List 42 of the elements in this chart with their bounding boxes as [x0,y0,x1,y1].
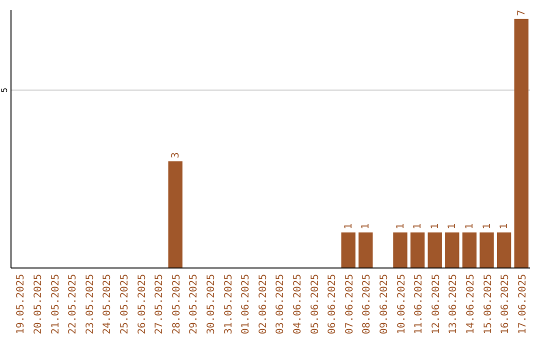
x-tick-label: 17.06.2025 [517,274,528,334]
x-tick-label: 30.05.2025 [206,274,217,334]
x-tick-label: 01.06.2025 [240,274,252,334]
x-tick-label: 27.05.2025 [154,274,166,334]
data-label: 1 [464,223,476,230]
x-tick-label: 14.06.2025 [465,274,476,334]
data-label: 1 [430,223,441,230]
x-tick-label: 19.05.2025 [16,274,27,334]
x-tick-label: 16.06.2025 [500,274,512,334]
x-tick-label: 10.06.2025 [396,274,408,334]
x-tick-label: 22.05.2025 [68,274,79,334]
x-tick-label: 26.05.2025 [136,274,148,334]
x-tick-label: 03.06.2025 [275,274,286,334]
x-tick-label: 24.05.2025 [102,274,114,334]
data-label: 7 [516,10,528,16]
data-label: 3 [170,152,182,158]
x-tick-label: 28.05.2025 [171,274,182,334]
x-tick-label: 12.06.2025 [430,274,442,334]
x-tick-label: 05.06.2025 [310,274,321,334]
x-tick-label: 23.05.2025 [84,274,96,334]
x-tick-label: 02.06.2025 [258,274,269,334]
x-tick-label: 21.05.2025 [50,274,62,334]
y-tick-label: 5 [0,87,9,92]
x-tick-label: 25.05.2025 [119,274,130,334]
x-tick-label: 13.06.2025 [448,274,460,334]
x-tick-label: 08.06.2025 [362,274,373,334]
x-tick-label: 29.05.2025 [188,274,200,334]
x-tick-label: 20.05.2025 [32,274,44,334]
data-label: 1 [343,223,354,230]
x-tick-label: 15.06.2025 [482,274,494,334]
x-tick-label: 11.06.2025 [414,274,425,334]
data-label: 1 [447,223,458,230]
x-tick-label: 31.05.2025 [223,274,234,334]
x-tick-label: 09.06.2025 [378,274,390,334]
data-label: 1 [499,223,510,230]
data-label: 1 [395,223,406,230]
x-tick-label: 06.06.2025 [327,274,338,334]
data-label: 1 [482,223,493,230]
data-label: 1 [360,223,372,230]
data-label: 1 [412,223,424,230]
x-tick-label: 04.06.2025 [292,274,304,334]
x-tick-label: 07.06.2025 [344,274,356,334]
